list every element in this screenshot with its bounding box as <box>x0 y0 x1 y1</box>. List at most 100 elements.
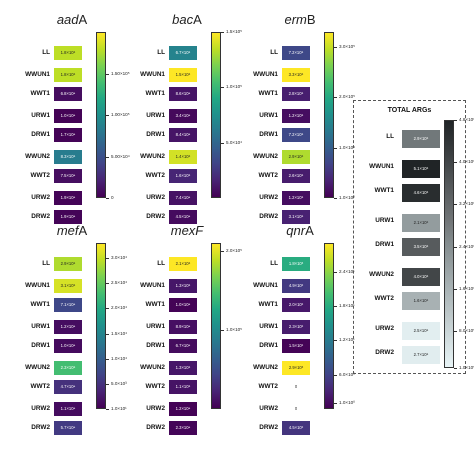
colorbar-tick-label: 2.0×10⁵ <box>226 247 243 253</box>
mefa-title: mefA <box>42 223 102 238</box>
row-label-drw2: DRW2 <box>259 424 278 431</box>
heat-cell: 7.2×10⁵ <box>282 128 310 142</box>
colorbar-tick-label: 1.2×10¹ <box>339 337 355 343</box>
colorbar-tick <box>334 305 337 307</box>
colorbar-tick-label: 1.0×10⁵ <box>226 84 243 90</box>
qnra-colorbar <box>324 243 334 409</box>
colorbar-tick <box>454 331 457 332</box>
heat-cell: 6.7×10⁵ <box>169 46 197 60</box>
heat-cell: 1.8×10⁶ <box>54 68 82 82</box>
heat-cell-label: 5.7×10⁴ <box>60 425 76 430</box>
heat-cell: 8.4×10⁴ <box>169 128 197 142</box>
heat-cell-label: 3.4×10⁴ <box>175 113 191 118</box>
colorbar-tick <box>106 115 109 116</box>
heat-cell-label: 0 <box>294 384 298 389</box>
colorbar-tick <box>334 97 337 98</box>
row-label-wwt1: WWT1 <box>145 301 165 308</box>
row-label-urw2: URW2 <box>146 405 165 412</box>
baca-colorbar <box>211 32 221 198</box>
heat-cell: 2.3×10⁵ <box>54 361 82 375</box>
heat-cell-label: 4.9×10² <box>288 283 304 288</box>
colorbar-tick-label: 1.5×10⁴ <box>111 330 128 336</box>
heat-cell: 1.5×10¹ <box>282 339 310 353</box>
row-label-wwun2: WWUN2 <box>140 364 165 371</box>
heat-cell-label: 8.3×10⁵ <box>60 154 76 159</box>
heat-cell-label: 1.3×10⁵ <box>175 365 191 370</box>
heat-cell: 1.1×10⁵ <box>169 380 197 394</box>
row-label-wwun1: WWUN1 <box>253 282 278 289</box>
heat-cell: 2.1×10⁶ <box>169 257 197 271</box>
heat-cell: 7.4×10⁴ <box>169 191 197 205</box>
colorbar-tick-label: 8.0×10⁵ <box>459 328 474 334</box>
colorbar-tick-label: 5.00×10⁴ <box>111 153 130 159</box>
heat-cell-label: 3.1×10⁵ <box>288 214 304 219</box>
heat-cell-label: 1.9×10⁴ <box>60 214 76 219</box>
row-label-urw2: URW2 <box>375 325 394 332</box>
heat-cell-label: 1.0×10⁴ <box>175 302 191 307</box>
heat-cell: 7.5×10⁴ <box>54 169 82 183</box>
row-label-urw2: URW2 <box>31 405 50 412</box>
heat-cell-label: 2.1×10⁶ <box>175 261 191 266</box>
heat-cell-label: 1.0×10⁴ <box>60 343 76 348</box>
colorbar-tick <box>334 47 337 48</box>
row-label-wwun2: WWUN2 <box>369 271 394 278</box>
heat-cell-label: 1.1×10⁵ <box>175 384 191 389</box>
heat-cell: 1.7×10⁴ <box>54 128 82 142</box>
colorbar-tick <box>106 73 109 75</box>
heat-cell-label: 7.1×10⁴ <box>60 302 76 307</box>
colorbar-tick <box>221 87 224 88</box>
heat-cell-label: 6.7×10⁴ <box>175 343 191 348</box>
baca-title: bacA <box>157 12 217 27</box>
heat-cell-label: 4.7×10⁴ <box>60 384 76 389</box>
colorbar-tick <box>334 147 337 149</box>
heat-cell: 7.1×10⁴ <box>54 298 82 312</box>
row-label-drw1: DRW1 <box>375 241 394 248</box>
heat-cell: 1.1×10⁴ <box>54 402 82 416</box>
heat-cell-label: 1.8×10³ <box>288 261 304 266</box>
heat-cell: 5.7×10⁴ <box>54 421 82 435</box>
row-label-wwt1: WWT1 <box>30 301 50 308</box>
colorbar-tick-label: 3.2×10⁶ <box>459 201 474 207</box>
colorbar-tick-label: 1.0×10⁵ <box>339 144 356 150</box>
aada-title-italic: aad <box>56 12 79 27</box>
heat-cell: 4.9×10² <box>282 279 310 293</box>
heat-cell: 2.0×10² <box>282 298 310 312</box>
baca-title-plain: A <box>193 12 202 27</box>
qnra-title-italic: qnr <box>286 223 306 238</box>
colorbar-tick <box>454 162 457 163</box>
row-label-wwt2: WWT2 <box>145 172 165 179</box>
heat-cell: 6.8×10⁴ <box>54 87 82 101</box>
colorbar-tick-label: 1.00×10⁵ <box>111 112 130 117</box>
row-label-wwt2: WWT2 <box>258 172 278 179</box>
row-label-drw2: DRW2 <box>375 349 394 356</box>
row-label-drw1: DRW1 <box>259 342 278 349</box>
heat-cell-label: 2.9×10⁶ <box>288 154 304 159</box>
heat-cell-label: 1.3×10⁵ <box>175 283 191 288</box>
colorbar-tick <box>334 340 337 341</box>
colorbar-tick-label: 0 <box>111 195 114 200</box>
heat-cell-label: 7.2×10⁵ <box>288 50 304 55</box>
heat-cell: 2.9×10⁶ <box>282 150 310 164</box>
row-label-urw1: URW1 <box>146 323 165 330</box>
row-label-urw1: URW1 <box>31 112 50 119</box>
colorbar-tick <box>106 308 109 309</box>
colorbar-tick <box>454 288 457 290</box>
row-label-wwun1: WWUN1 <box>369 163 394 170</box>
heat-cell: 0 <box>282 380 310 394</box>
row-label-wwt1: WWT1 <box>374 187 394 194</box>
row-label-wwun2: WWUN2 <box>25 364 50 371</box>
row-label-drw1: DRW1 <box>31 342 50 349</box>
heat-cell-label: 1.0×10⁴ <box>60 113 76 118</box>
heat-cell-label: 1.9×10⁴ <box>60 195 76 200</box>
row-label-ll: LL <box>157 49 165 56</box>
row-label-drw2: DRW2 <box>31 213 50 220</box>
heat-cell-label: 1.8×10⁶ <box>60 50 76 55</box>
heat-cell-label: 8.6×10⁴ <box>175 91 191 96</box>
heat-cell: 8.9×10⁴ <box>169 320 197 334</box>
heat-cell: 1.2×10⁵ <box>282 191 310 205</box>
heat-cell: 1.6×10⁵ <box>169 169 197 183</box>
aada-colorbar <box>96 32 106 198</box>
heat-cell: 3.1×10⁵ <box>54 279 82 293</box>
colorbar-tick-label: 1.5×10⁵ <box>226 29 243 34</box>
colorbar-tick-label: 2.0×10⁵ <box>339 94 356 100</box>
